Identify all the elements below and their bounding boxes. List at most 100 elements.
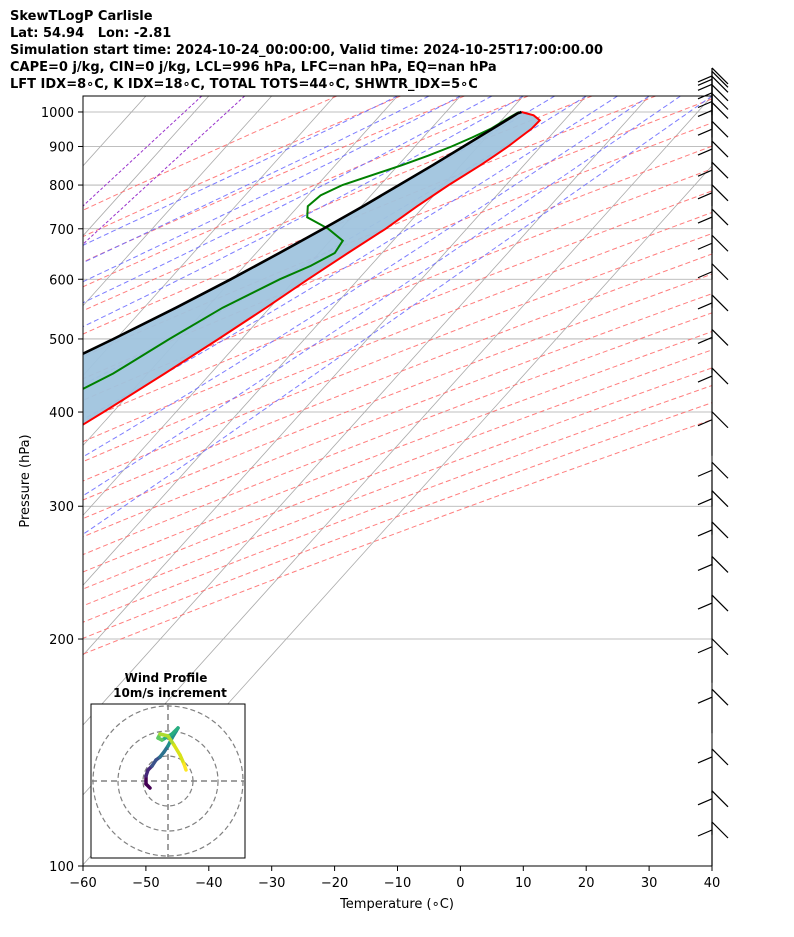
wind-barb-flag [711, 821, 729, 839]
wind-barb-flag [697, 169, 713, 177]
wind-barb-flag [711, 490, 729, 508]
wind-barbs [697, 67, 729, 866]
x-axis: −60 −50 −40 −30 −20 −10 0 10 20 30 40 [69, 866, 720, 891]
hodograph-subtitle: 10m/s increment [113, 686, 227, 700]
wind-barb-flag [711, 748, 729, 766]
wind-barb-flag [697, 109, 713, 118]
hodograph-segment [172, 743, 182, 757]
y-tick-label: 300 [49, 500, 74, 515]
wind-barb-flag [711, 70, 729, 88]
hodograph-ring [117, 730, 219, 832]
wind-barb-flag [711, 161, 729, 179]
wind-barb [697, 263, 729, 308]
wind-barb-flag [697, 83, 713, 91]
wind-barb-flag [711, 461, 729, 479]
dry-adiabat [83, 96, 529, 288]
wind-barb-flag [711, 67, 729, 85]
hodograph-title: Wind Profile [125, 671, 208, 685]
x-tick-label: 0 [456, 876, 464, 891]
wind-barb [697, 294, 729, 339]
wind-barb [697, 93, 729, 138]
wind-barb [697, 120, 729, 166]
y-tick-label: 500 [49, 333, 74, 348]
wind-barb-flag [711, 75, 729, 93]
isotherm-line [83, 96, 84, 97]
wind-barb-flag [697, 271, 713, 279]
isotherm-line [83, 96, 272, 307]
dry-adiabat [83, 273, 712, 520]
wind-barb-flag [711, 263, 729, 281]
wind-barb-flag [697, 696, 713, 704]
wind-barb-flag [711, 184, 729, 202]
moist-adiabat [83, 96, 493, 304]
x-tick-label: −10 [384, 876, 411, 891]
moist-adiabat [83, 96, 650, 458]
isotherm-line [83, 96, 587, 656]
hodograph [91, 704, 245, 858]
wind-barb-flag [697, 529, 713, 537]
hodograph-segment [166, 734, 176, 747]
chart-header: SkewTLogP Carlisle Lat: 54.94 Lon: -2.81… [10, 8, 790, 93]
x-tick-label: −20 [321, 876, 348, 891]
x-tick-label: −60 [69, 876, 96, 891]
wind-barb-flag [711, 140, 729, 158]
wind-barb-flag [697, 100, 713, 109]
wind-barb [697, 521, 729, 566]
dry-adiabat [83, 253, 712, 501]
wind-barb-flag [697, 302, 713, 310]
cin-area [83, 112, 540, 425]
wind-barb [697, 821, 729, 866]
isotherm-line [83, 96, 524, 586]
isotherm-line [83, 96, 650, 726]
dry-adiabat [83, 98, 712, 358]
moist-adiabat [83, 96, 618, 420]
wind-barb-flag [711, 294, 729, 312]
isotherm-line [83, 96, 398, 447]
wind-barb-flag [697, 469, 713, 477]
dry-adiabat [83, 232, 712, 482]
y-tick-label: 700 [49, 223, 74, 238]
wind-barb-flag [711, 102, 729, 119]
wind-barb-flag [697, 646, 713, 654]
y-tick-label: 200 [49, 633, 74, 648]
wind-barb-flag [711, 93, 729, 110]
dry-adiabat [83, 96, 338, 211]
x-tick-label: 30 [641, 876, 658, 891]
dry-adiabat [83, 168, 712, 422]
wind-barb-flag [711, 367, 729, 385]
profile-lines [83, 110, 542, 426]
dry-adiabat [83, 419, 712, 655]
wind-barb [697, 461, 729, 507]
x-tick-label: 10 [515, 876, 532, 891]
chart-title: SkewTLogP Carlisle [10, 9, 153, 24]
y-tick-label: 600 [49, 273, 74, 288]
dry-adiabat [83, 145, 712, 401]
wind-barb-flag [697, 78, 713, 86]
wind-barb-flag [697, 602, 713, 610]
parcel-line [83, 110, 522, 356]
dry-adiabat [83, 384, 712, 623]
wind-barb-flag [697, 563, 713, 571]
dry-adiabat [83, 96, 465, 263]
x-tick-label: 20 [578, 876, 595, 891]
isotherm-line [83, 96, 210, 237]
wind-barb-flag [711, 521, 729, 539]
wind-barb-flag [711, 594, 729, 612]
wind-barb-flag [711, 234, 729, 252]
wind-barb [697, 556, 729, 601]
hodograph-segment [182, 762, 188, 772]
wind-barb-flag [697, 756, 713, 764]
location-coordinates: Lat: 54.94 Lon: -2.81 [10, 26, 172, 41]
wind-barb [697, 490, 729, 535]
wind-barb-flag [697, 498, 713, 506]
dry-adiabat [83, 331, 712, 573]
wind-barb [697, 688, 729, 734]
wind-barb [697, 790, 729, 835]
wind-barb-flag [697, 75, 713, 83]
wind-barb-flag [697, 216, 713, 224]
wind-barb-flag [711, 411, 729, 429]
moist-adiabat [83, 96, 398, 246]
wind-barb-flag [697, 192, 713, 200]
wind-barb [697, 367, 729, 413]
